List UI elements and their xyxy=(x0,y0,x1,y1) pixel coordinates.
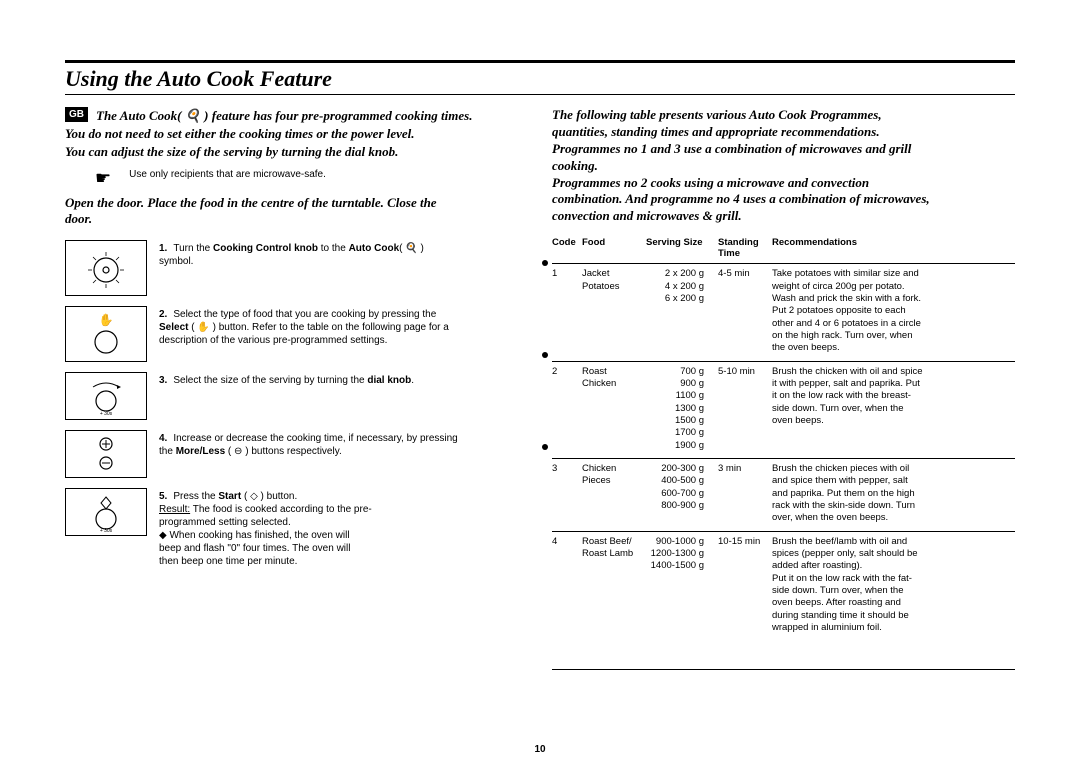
table-header-row: Code Food Serving Size Standing Time Rec… xyxy=(552,235,1015,264)
th-food: Food xyxy=(582,235,646,264)
step-1-text: 1.Turn the Cooking Control knob to the A… xyxy=(159,240,528,296)
table-row: 3Chicken Pieces200-300 g 400-500 g 600-7… xyxy=(552,459,1015,532)
svg-text:✋: ✋ xyxy=(99,313,114,327)
step-5: + 30s 5.Press the Start ( ◇ ) button.Res… xyxy=(65,488,528,568)
table-body: 1Jacket Potatoes2 x 200 g 4 x 200 g 6 x … xyxy=(552,264,1015,641)
svg-text:+ 30s: + 30s xyxy=(100,411,113,417)
th-standing: Standing Time xyxy=(718,235,772,264)
dial-panel-icon xyxy=(65,240,147,296)
safe-note-row: ☚ Use only recipients that are microwave… xyxy=(95,169,528,187)
step-4: 4.Increase or decrease the cooking time,… xyxy=(65,430,528,478)
page-title: Using the Auto Cook Feature xyxy=(65,65,1015,94)
cell-code: 1 xyxy=(552,264,582,361)
table-row: 1Jacket Potatoes2 x 200 g 4 x 200 g 6 x … xyxy=(552,264,1015,361)
cell-stand: 5-10 min xyxy=(718,361,772,458)
cell-code: 3 xyxy=(552,459,582,532)
title-block: Using the Auto Cook Feature xyxy=(65,60,1015,95)
page: Using the Auto Cook Feature GB The Auto … xyxy=(0,0,1080,763)
select-button-icon: ✋ xyxy=(65,306,147,362)
step-1: 1.Turn the Cooking Control knob to the A… xyxy=(65,240,528,296)
rule-thin xyxy=(65,94,1015,95)
cell-rec: Take potatoes with similar size and weig… xyxy=(772,264,1015,361)
hole-icon xyxy=(542,260,548,266)
cell-food: Roast Beef/ Roast Lamb xyxy=(582,531,646,640)
hole-icon xyxy=(542,352,548,358)
cell-rec: Brush the chicken with oil and spice it … xyxy=(772,361,1015,458)
columns: GB The Auto Cook( 🍳 ) feature has four p… xyxy=(65,107,1015,670)
step-2: ✋ 2.Select the type of food that you are… xyxy=(65,306,528,362)
rule-heavy xyxy=(65,60,1015,63)
cell-food: Roast Chicken xyxy=(582,361,646,458)
intro-block: GB The Auto Cook( 🍳 ) feature has four p… xyxy=(65,107,528,161)
cell-rec: Brush the chicken pieces with oil and sp… xyxy=(772,459,1015,532)
step-3-text: 3.Select the size of the serving by turn… xyxy=(159,372,528,420)
cell-stand: 3 min xyxy=(718,459,772,532)
steps-list: 1.Turn the Cooking Control knob to the A… xyxy=(65,240,528,568)
hole-icon xyxy=(542,444,548,450)
cell-rec: Brush the beef/lamb with oil and spices … xyxy=(772,531,1015,640)
cell-food: Jacket Potatoes xyxy=(582,264,646,361)
th-size: Serving Size xyxy=(646,235,718,264)
right-column: The following table presents various Aut… xyxy=(552,107,1015,670)
table-row: 4Roast Beef/ Roast Lamb900-1000 g 1200-1… xyxy=(552,531,1015,640)
dial-knob-icon: + 30s xyxy=(65,372,147,420)
step-2-text: 2.Select the type of food that you are c… xyxy=(159,306,528,362)
pointing-hand-icon: ☚ xyxy=(95,169,111,187)
step-4-text: 4.Increase or decrease the cooking time,… xyxy=(159,430,528,478)
cell-code: 2 xyxy=(552,361,582,458)
punch-holes xyxy=(542,260,548,450)
cell-size: 900-1000 g 1200-1300 g 1400-1500 g xyxy=(646,531,718,640)
cell-stand: 10-15 min xyxy=(718,531,772,640)
more-less-icon xyxy=(65,430,147,478)
cell-stand: 4-5 min xyxy=(718,264,772,361)
programmes-table: Code Food Serving Size Standing Time Rec… xyxy=(552,235,1015,640)
bottom-rule xyxy=(552,669,1015,670)
step-3: + 30s 3.Select the size of the serving b… xyxy=(65,372,528,420)
cell-size: 700 g 900 g 1100 g 1300 g 1500 g 1700 g … xyxy=(646,361,718,458)
gb-badge: GB xyxy=(65,107,88,122)
right-intro: The following table presents various Aut… xyxy=(552,107,1015,225)
intro-text: The Auto Cook( 🍳 ) feature has four pre-… xyxy=(65,108,472,159)
cell-size: 200-300 g 400-500 g 600-700 g 800-900 g xyxy=(646,459,718,532)
step-5-text: 5.Press the Start ( ◇ ) button.Result: T… xyxy=(159,488,528,568)
page-number: 10 xyxy=(0,744,1080,755)
table-row: 2Roast Chicken700 g 900 g 1100 g 1300 g … xyxy=(552,361,1015,458)
open-door: Open the door. Place the food in the cen… xyxy=(65,195,528,228)
cell-food: Chicken Pieces xyxy=(582,459,646,532)
svg-text:+ 30s: + 30s xyxy=(100,528,113,533)
left-column: GB The Auto Cook( 🍳 ) feature has four p… xyxy=(65,107,528,670)
th-code: Code xyxy=(552,235,582,264)
cell-size: 2 x 200 g 4 x 200 g 6 x 200 g xyxy=(646,264,718,361)
th-rec: Recommendations xyxy=(772,235,1015,264)
cell-code: 4 xyxy=(552,531,582,640)
safe-note: Use only recipients that are microwave-s… xyxy=(129,169,326,180)
start-button-icon: + 30s xyxy=(65,488,147,536)
